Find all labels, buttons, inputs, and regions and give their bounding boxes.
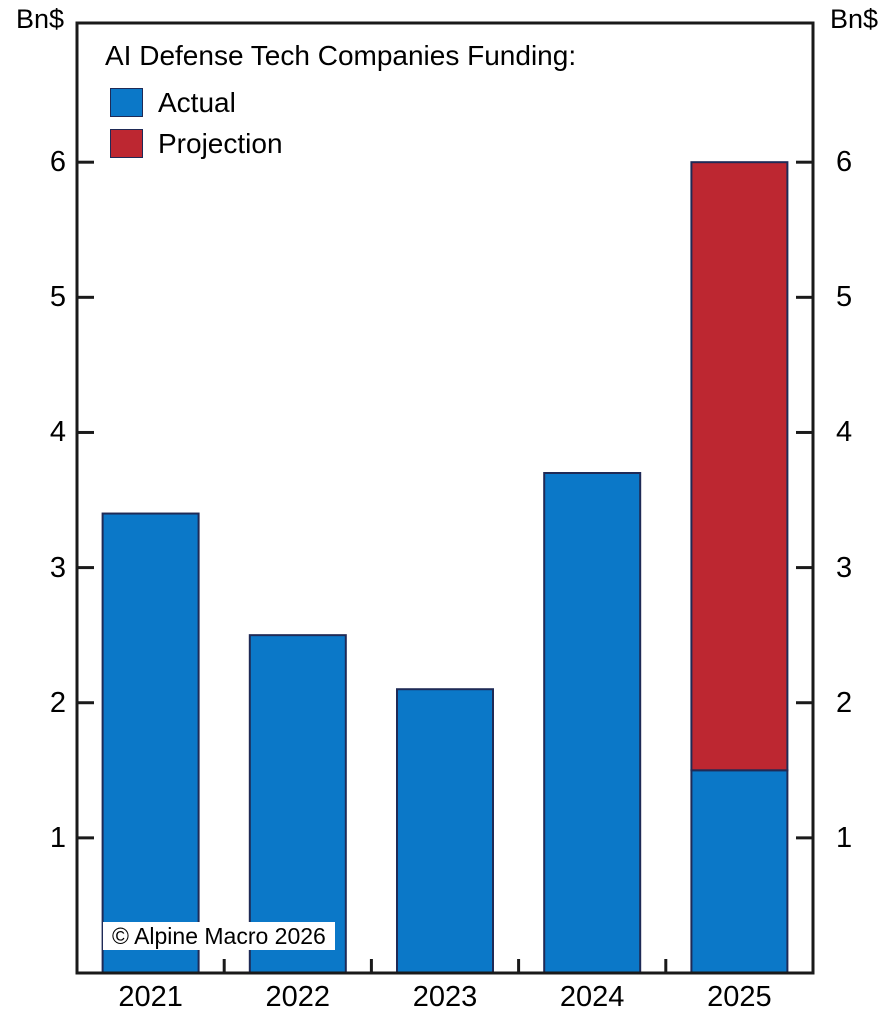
bar-2021-actual [101,512,200,974]
y-tick-label-right-3: 3 [836,551,853,584]
y-tick-label-left-4: 4 [49,416,66,449]
y-tick-label-right-1: 1 [836,821,853,854]
legend-item-actual: Actual [110,82,283,123]
y-tick-label-right-6: 6 [836,146,853,179]
y-tick-label-right-2: 2 [836,686,853,719]
x-tick-label-2023: 2023 [412,981,478,1013]
y-axis-unit-right: Bn$ [830,4,879,34]
watermark: © Alpine Macro 2026 [103,922,335,950]
bar-2024-actual [543,472,642,974]
bar-2025-actual [690,769,789,974]
y-tick-label-left-6: 6 [49,146,66,179]
y-tick-label-right-5: 5 [836,281,853,314]
x-tick-label-2021: 2021 [118,981,183,1013]
x-tick-label-2025: 2025 [707,981,772,1013]
x-tick-label-2024: 2024 [559,981,625,1013]
x-tick-label-2022: 2022 [265,981,331,1013]
legend-item-projection: Projection [110,123,283,164]
y-tick-label-left-1: 1 [49,821,66,854]
bar-2023-actual [396,688,494,974]
legend-swatch-actual [110,88,143,117]
y-tick-label-left-5: 5 [49,281,66,314]
y-axis-unit-left: Bn$ [16,4,65,34]
y-tick-label-right-4: 4 [836,416,853,449]
legend-swatch-projection [110,129,143,158]
y-tick-label-left-2: 2 [49,686,66,719]
legend-label-projection: Projection [158,127,283,159]
y-tick-label-left-3: 3 [49,551,66,584]
bar-2025-projection [690,161,789,772]
chart-title: AI Defense Tech Companies Funding: [105,40,577,71]
legend-label-actual: Actual [158,86,236,118]
plot-border [75,21,815,975]
bar-2022-actual [248,634,347,974]
legend: Actual Projection [110,82,283,164]
